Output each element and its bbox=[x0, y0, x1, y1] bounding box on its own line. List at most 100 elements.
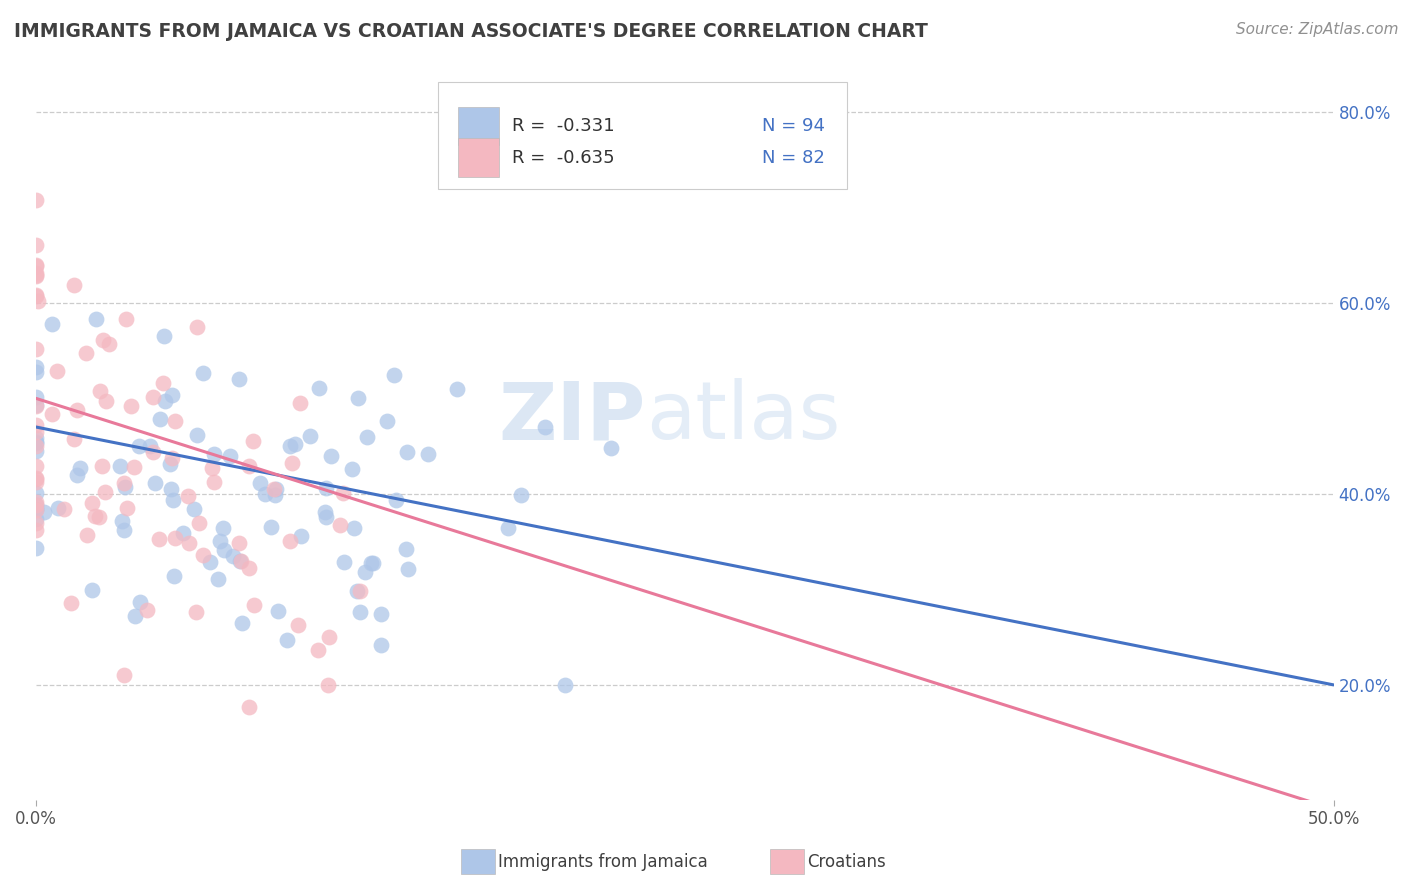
Point bbox=[231, 615, 253, 630]
Point bbox=[41, 317, 63, 331]
Point bbox=[385, 493, 408, 508]
Point bbox=[25, 458, 48, 473]
Point bbox=[202, 447, 225, 461]
Point bbox=[191, 366, 214, 380]
Point bbox=[360, 556, 382, 570]
Point bbox=[162, 388, 184, 402]
Point bbox=[446, 382, 468, 396]
Point bbox=[243, 598, 266, 612]
Point bbox=[46, 501, 69, 516]
Point bbox=[212, 521, 235, 535]
Point bbox=[260, 520, 283, 534]
Point bbox=[229, 554, 252, 568]
Point bbox=[84, 509, 107, 524]
Point bbox=[186, 319, 208, 334]
Point bbox=[115, 501, 138, 516]
Point bbox=[148, 532, 170, 546]
Point bbox=[25, 365, 48, 379]
Point bbox=[238, 459, 260, 474]
Point bbox=[139, 440, 162, 454]
Point bbox=[94, 485, 117, 500]
Point bbox=[208, 533, 231, 548]
FancyBboxPatch shape bbox=[439, 82, 846, 189]
Point bbox=[214, 542, 236, 557]
Point bbox=[349, 605, 371, 619]
Point bbox=[242, 434, 264, 449]
Point bbox=[307, 642, 329, 657]
Point bbox=[89, 384, 111, 399]
Point bbox=[222, 549, 245, 564]
Point bbox=[86, 311, 108, 326]
Point bbox=[179, 535, 201, 549]
Point bbox=[91, 333, 114, 347]
FancyBboxPatch shape bbox=[458, 138, 499, 177]
Point bbox=[66, 402, 89, 417]
Point bbox=[172, 525, 194, 540]
Point bbox=[62, 432, 84, 446]
Point bbox=[332, 555, 354, 569]
Point bbox=[142, 390, 165, 404]
Point bbox=[25, 266, 48, 280]
Text: atlas: atlas bbox=[645, 378, 841, 456]
Point bbox=[112, 523, 135, 537]
Point bbox=[135, 603, 157, 617]
Point bbox=[27, 293, 49, 308]
Point bbox=[370, 607, 392, 622]
Point bbox=[25, 425, 48, 439]
Point bbox=[25, 400, 48, 414]
Point bbox=[238, 561, 260, 575]
Point bbox=[288, 396, 311, 410]
Point bbox=[198, 555, 221, 569]
Point bbox=[124, 608, 146, 623]
Point bbox=[346, 583, 368, 598]
Point bbox=[25, 502, 48, 516]
Point bbox=[25, 342, 48, 356]
Point bbox=[25, 473, 48, 487]
Point bbox=[120, 400, 142, 414]
Point bbox=[290, 529, 312, 543]
Point bbox=[316, 678, 339, 692]
Text: Source: ZipAtlas.com: Source: ZipAtlas.com bbox=[1236, 22, 1399, 37]
Point bbox=[321, 449, 343, 463]
Point bbox=[25, 289, 48, 303]
Point bbox=[124, 460, 146, 475]
Point bbox=[343, 520, 366, 534]
Point bbox=[152, 376, 174, 391]
Text: R =  -0.635: R = -0.635 bbox=[512, 149, 614, 167]
Point bbox=[238, 699, 260, 714]
Point bbox=[370, 638, 392, 652]
Point bbox=[396, 562, 419, 576]
Point bbox=[112, 475, 135, 490]
Point bbox=[25, 498, 48, 512]
Point bbox=[128, 439, 150, 453]
Point bbox=[69, 461, 91, 475]
Point bbox=[143, 476, 166, 491]
Point bbox=[25, 268, 48, 283]
Point bbox=[356, 430, 378, 444]
Text: N = 82: N = 82 bbox=[762, 149, 825, 167]
Point bbox=[509, 488, 531, 502]
Point bbox=[600, 441, 623, 455]
Point bbox=[25, 501, 48, 516]
Point bbox=[153, 329, 176, 343]
Point bbox=[416, 447, 439, 461]
Point bbox=[318, 630, 340, 644]
Point bbox=[228, 535, 250, 549]
Point bbox=[396, 445, 419, 459]
Point bbox=[159, 458, 181, 472]
Point bbox=[554, 678, 576, 692]
Point bbox=[80, 583, 103, 598]
Text: ZIP: ZIP bbox=[499, 378, 645, 456]
Point bbox=[52, 502, 75, 516]
Point bbox=[46, 363, 69, 377]
Point bbox=[129, 595, 152, 609]
Point bbox=[112, 668, 135, 682]
Point bbox=[25, 502, 48, 516]
Point bbox=[267, 604, 290, 618]
Point bbox=[162, 569, 184, 583]
Point bbox=[110, 458, 132, 473]
Point bbox=[287, 618, 309, 632]
Point bbox=[115, 312, 138, 326]
Point bbox=[165, 414, 187, 428]
Point bbox=[349, 584, 371, 599]
